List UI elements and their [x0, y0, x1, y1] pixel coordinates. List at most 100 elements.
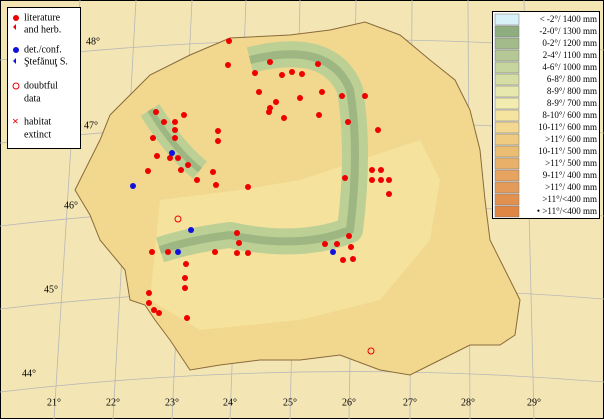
climate-label: 8-10°/ 600 mm	[542, 110, 597, 120]
symbol-legend: literature and herb. det./conf. Ştefănuţ…	[7, 7, 81, 149]
longitude-label: 22°	[106, 397, 120, 408]
coordinate-labels: 48° 47° 46° 45° 44° 21° 22° 23° 24° 25° 26° 27° 28° 2…	[22, 36, 541, 408]
record-dot	[149, 249, 155, 255]
record-dot	[167, 155, 173, 161]
record-dot	[266, 109, 272, 115]
record-dot	[252, 70, 258, 76]
legend-text: and herb.	[24, 24, 61, 35]
record-dot	[350, 256, 356, 262]
record-dot	[362, 93, 368, 99]
climate-label: • >11°/<400 mm	[537, 206, 597, 216]
confirmed-dot	[175, 249, 181, 255]
record-dot	[215, 138, 221, 144]
longitude-label: 27°	[403, 397, 417, 408]
climate-swatch	[494, 13, 520, 26]
climate-label: >11°/<400 mm	[542, 194, 597, 204]
climate-label: 10-11°/ 500 mm	[538, 146, 597, 156]
climate-label: 9-11°/ 400 mm	[543, 170, 597, 180]
record-dot	[334, 241, 340, 247]
record-dot	[212, 249, 218, 255]
record-dot	[346, 233, 352, 239]
record-dot	[315, 61, 321, 67]
record-dot	[348, 244, 354, 250]
record-dot	[369, 167, 375, 173]
latitude-label: 48°	[86, 36, 100, 47]
record-dot	[175, 155, 181, 161]
record-dot	[245, 184, 251, 190]
record-dot	[369, 177, 375, 183]
record-dot	[172, 135, 178, 141]
legend-open-dot	[12, 82, 20, 90]
longitude-label: 21°	[47, 397, 61, 408]
record-dot	[378, 177, 384, 183]
climate-legend: < -2°/ 1400 mm -2-0°/ 1300 mm 0-2°/ 1200 m…	[492, 11, 600, 219]
longitude-label: 26°	[342, 397, 356, 408]
record-dot	[375, 127, 381, 133]
latitude-label: 44°	[22, 368, 36, 379]
record-dot	[267, 59, 273, 65]
record-dot	[150, 135, 156, 141]
climate-label: 6-8°/ 800 mm	[547, 74, 597, 84]
climate-label: 8-9°/ 700 mm	[547, 98, 597, 108]
legend-text: det./conf.	[24, 44, 62, 55]
record-dot	[154, 153, 160, 159]
record-dot	[342, 175, 348, 181]
record-dot	[340, 257, 346, 263]
climate-label: 0-2°/ 1200 mm	[542, 38, 597, 48]
record-dot	[339, 93, 345, 99]
record-dot	[234, 230, 240, 236]
record-dot	[245, 250, 251, 256]
climate-swatch	[494, 181, 520, 194]
climate-label: >11°/ 400 mm	[545, 182, 597, 192]
longitude-label: 24°	[223, 397, 237, 408]
record-dot	[153, 109, 159, 115]
record-dot	[378, 167, 384, 173]
record-dot	[182, 285, 188, 291]
record-dot	[182, 275, 188, 281]
apuseni-ridge	[147, 108, 202, 173]
climate-swatch	[494, 85, 520, 98]
confirmed-dot	[330, 249, 336, 255]
record-dot	[156, 310, 162, 316]
climate-swatch	[494, 109, 520, 122]
legend-cross: ×	[12, 114, 19, 128]
climate-label: 8-9°/ 800 mm	[547, 86, 597, 96]
climate-swatch	[494, 193, 520, 206]
climate-swatch	[494, 49, 520, 62]
confirmed-dot	[169, 150, 175, 156]
legend-red-half	[13, 24, 16, 30]
record-dot	[234, 250, 240, 256]
record-dot	[151, 307, 157, 313]
record-dot	[213, 182, 219, 188]
doubtful-dot	[174, 215, 182, 223]
legend-text: data	[24, 93, 41, 104]
climate-label: < -2°/ 1400 mm	[540, 14, 597, 24]
legend-text: doubtful	[24, 80, 58, 91]
climate-swatch	[494, 97, 520, 110]
record-dot	[194, 177, 200, 183]
climate-swatch	[494, 145, 520, 158]
record-dot	[172, 127, 178, 133]
record-dot	[279, 72, 285, 78]
longitude-label: 28°	[461, 397, 475, 408]
legend-blue-half	[13, 58, 16, 64]
record-dot	[146, 300, 152, 306]
climate-label: >11°/ 500 mm	[545, 158, 597, 168]
record-dot	[319, 89, 325, 95]
longitude-label: 29°	[527, 397, 541, 408]
record-dot	[181, 112, 187, 118]
climate-swatch	[494, 157, 520, 170]
legend-blue-dot	[13, 47, 19, 53]
legend-text: literature	[24, 12, 61, 23]
record-dot	[183, 261, 189, 267]
legend-text: Ştefănuţ S.	[24, 56, 68, 67]
record-dot	[299, 71, 305, 77]
confirmed-dot	[188, 227, 194, 233]
record-dot	[297, 95, 303, 101]
record-dot	[289, 69, 295, 75]
record-dot	[165, 249, 171, 255]
climate-label: 4-6°/ 1000 mm	[542, 62, 597, 72]
climate-label: >11°/ 600 mm	[545, 134, 597, 144]
longitude-label: 25°	[283, 397, 297, 408]
